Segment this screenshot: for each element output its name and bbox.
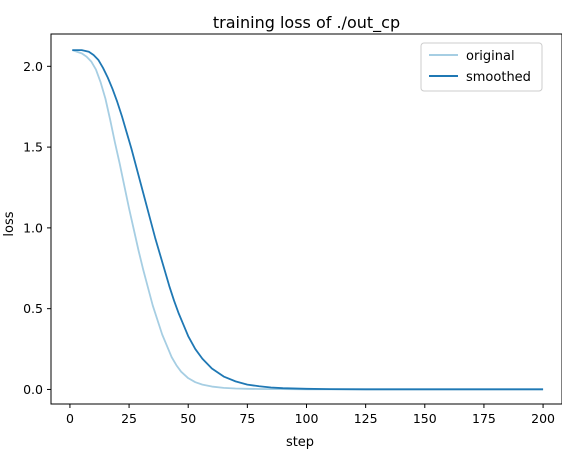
x-axis-label: step <box>286 435 314 450</box>
y-tick-label: 0.0 <box>23 382 43 397</box>
y-tick-label: 1.5 <box>23 140 43 155</box>
chart-title: training loss of ./out_cp <box>213 13 400 33</box>
x-tick-label: 125 <box>354 411 378 426</box>
x-tick-label: 200 <box>531 411 555 426</box>
y-tick-label: 2.0 <box>23 59 43 74</box>
legend: original smoothed <box>420 42 543 92</box>
y-axis-label: loss <box>2 211 17 236</box>
y-axis: 0.0 0.5 1.0 1.5 2.0 <box>23 59 51 397</box>
x-tick-label: 75 <box>239 411 255 426</box>
series-line-smoothed <box>72 49 544 391</box>
x-tick-label: 175 <box>472 411 496 426</box>
plot-area <box>71 49 544 391</box>
x-axis: 0 25 50 75 100 125 150 175 200 <box>66 404 555 426</box>
legend-label-smoothed: smoothed <box>466 70 531 85</box>
y-tick-label: 0.5 <box>23 301 43 316</box>
x-tick-label: 150 <box>413 411 437 426</box>
series-line-original <box>71 49 544 391</box>
legend-label-original: original <box>466 49 515 64</box>
x-tick-label: 25 <box>121 411 137 426</box>
x-tick-label: 50 <box>180 411 196 426</box>
x-tick-label: 0 <box>66 411 74 426</box>
x-tick-label: 100 <box>295 411 319 426</box>
y-tick-label: 1.0 <box>23 220 43 235</box>
